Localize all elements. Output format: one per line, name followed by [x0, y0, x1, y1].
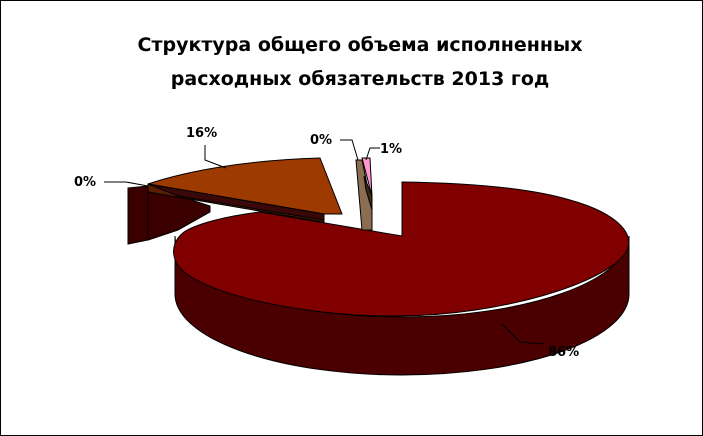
leader-0-left — [104, 181, 149, 187]
chart-title-line-2: расходных обязательств 2013 год — [170, 68, 550, 90]
leader-16 — [204, 145, 227, 169]
slice-16 — [147, 157, 343, 215]
chart-title-line-1: Структура общего объема исполненных — [137, 34, 583, 56]
leader-1 — [365, 147, 380, 161]
slice-0-left — [147, 185, 211, 241]
leader-86 — [501, 323, 545, 345]
slice-1-side — [363, 175, 373, 211]
label-1: 1% — [380, 142, 402, 157]
chart-title: Структура общего объема исполненных расх… — [60, 28, 660, 96]
label-86: 86% — [548, 345, 579, 360]
slice-16-inner — [147, 183, 325, 221]
label-0-top: 0% — [310, 133, 332, 148]
label-16: 16% — [186, 126, 217, 141]
leader-0-top — [340, 139, 359, 161]
slice-0-left-side — [127, 185, 149, 245]
slice-86 — [173, 181, 630, 317]
label-0-left: 0% — [74, 175, 96, 190]
slice-1 — [361, 157, 373, 197]
slice-0-thin — [355, 159, 373, 231]
